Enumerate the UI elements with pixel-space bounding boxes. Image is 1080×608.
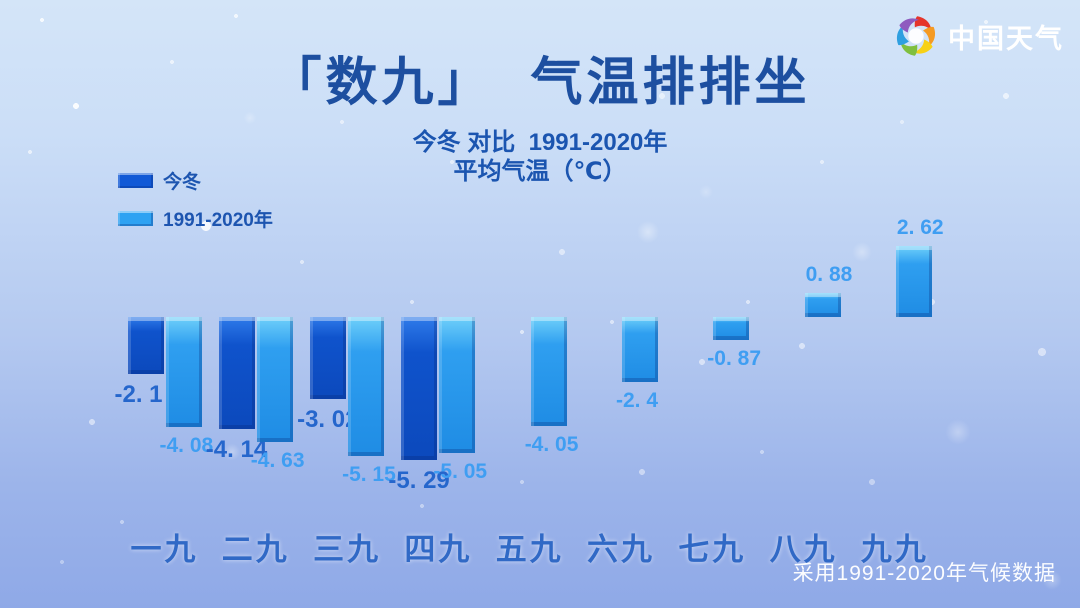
bar-value-label: -5. 15	[342, 463, 396, 487]
bar-this-winter-4	[401, 317, 438, 460]
x-axis-label-3: 三九	[313, 532, 382, 567]
x-axis-label-2: 二九	[221, 532, 290, 567]
legend-label-this-winter: 今冬	[163, 172, 202, 193]
legend-label-climate: 1991-2020年	[163, 210, 273, 231]
bar-this-winter-2	[218, 317, 255, 429]
source-note: 采用1991-2020年气候数据	[792, 562, 1056, 585]
bar-value-label: -0. 87	[707, 347, 761, 371]
brand: 中国天气	[894, 14, 1064, 58]
bar-value-label: -4. 14	[205, 435, 268, 463]
bar-this-winter-1	[127, 317, 164, 374]
legend-swatch-this-winter	[118, 173, 153, 188]
bar-value-label: -4. 05	[524, 433, 579, 457]
x-axis-label-9: 九九	[860, 532, 929, 567]
x-axis-label-4: 四九	[404, 532, 473, 567]
bar-value-label: 0. 88	[805, 263, 853, 287]
x-axis-label-1: 一九	[130, 532, 199, 567]
bar-climate-8	[804, 293, 841, 317]
bar-climate-2	[256, 317, 293, 442]
legend-swatch-climate	[118, 211, 153, 226]
brand-name: 中国天气	[948, 23, 1064, 54]
legend-item-this-winter: 今冬	[118, 167, 273, 194]
bar-this-winter-3	[310, 317, 347, 399]
bar-value-label: -5. 05	[433, 460, 488, 484]
legend-item-climate: 1991-2020年	[118, 205, 273, 232]
bar-climate-3	[348, 317, 385, 457]
legend: 今冬 1991-2020年	[118, 167, 273, 243]
chart-subtitle-line2: 平均气温（℃）	[453, 158, 627, 185]
bar-climate-5	[530, 317, 567, 427]
bar-value-label: 2. 62	[896, 216, 944, 240]
bar-value-label: -4. 08	[159, 434, 214, 458]
x-axis-label-8: 八九	[769, 532, 838, 567]
bar-value-label: -4. 63	[250, 449, 305, 472]
bar-value-label: -5. 29	[388, 466, 450, 494]
bar-climate-9	[895, 246, 932, 317]
bar-climate-4	[439, 317, 476, 454]
x-axis-label-6: 六九	[587, 532, 655, 567]
bar-climate-6	[622, 317, 658, 382]
china-weather-logo-icon	[896, 16, 936, 56]
chart-title: 「数九」 气温排排坐	[269, 54, 811, 112]
x-axis-label-5: 五九	[495, 532, 564, 567]
x-axis-label-7: 七九	[678, 532, 747, 567]
bar-climate-7	[713, 317, 750, 341]
bar-value-label: -2. 4	[616, 388, 659, 412]
chart-subtitle-line1: 今冬 对比 1991-2020年	[412, 129, 668, 156]
bar-value-label: -2. 1	[114, 380, 163, 408]
bar-climate-1	[165, 317, 202, 428]
